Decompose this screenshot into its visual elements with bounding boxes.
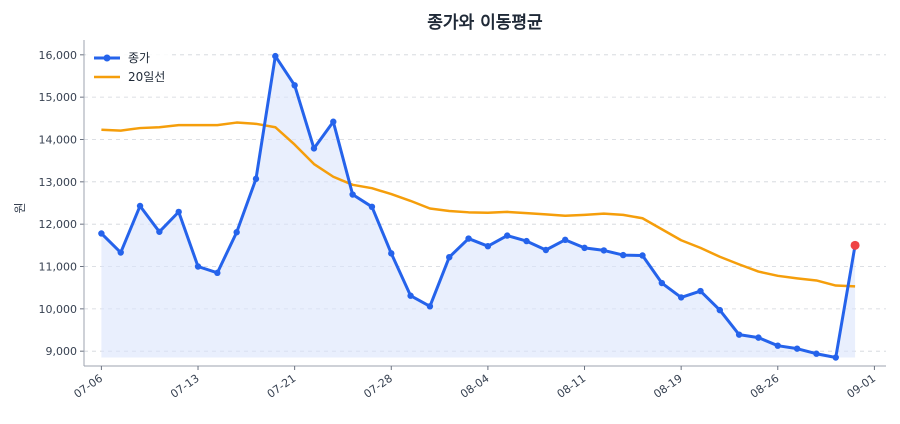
ma20-line — [101, 121, 856, 288]
close-area — [101, 56, 856, 358]
x-tick-label: 07-28 — [361, 372, 395, 401]
close-point — [600, 247, 608, 254]
close-point — [272, 52, 279, 60]
close-point — [194, 263, 202, 270]
close-point — [832, 354, 839, 361]
close-point — [639, 252, 646, 259]
close-point — [677, 294, 685, 301]
close-point — [310, 145, 318, 152]
close-point — [465, 235, 472, 242]
close-point — [813, 350, 820, 357]
close-point — [774, 342, 781, 349]
y-tick-label: 11,000 — [39, 261, 78, 274]
series-lines — [100, 54, 857, 360]
x-tick-label: 09-01 — [844, 372, 878, 401]
close-point — [136, 202, 144, 210]
x-tick-label: 07-21 — [265, 372, 299, 401]
close-point — [523, 237, 530, 245]
close-line — [100, 54, 857, 360]
close-point — [793, 345, 801, 352]
close-point — [98, 230, 105, 237]
close-point — [484, 242, 492, 250]
x-tick-label: 08-26 — [748, 372, 782, 401]
close-area-fill — [101, 56, 856, 358]
close-point — [542, 246, 550, 254]
close-point — [562, 236, 569, 244]
x-tick-label: 08-11 — [555, 372, 589, 401]
close-point — [214, 269, 221, 277]
close-point — [175, 208, 182, 216]
close-point — [291, 82, 298, 89]
y-tick-label: 10,000 — [39, 303, 78, 316]
close-point — [349, 191, 356, 198]
y-tick-label: 14,000 — [39, 133, 78, 146]
close-point — [735, 331, 743, 338]
close-point — [619, 251, 627, 259]
y-tick-label: 16,000 — [39, 49, 78, 62]
x-tick-label: 08-19 — [651, 372, 685, 401]
close-point — [233, 229, 240, 236]
legend-label-close: 종가 — [128, 51, 150, 65]
close-point — [330, 118, 337, 125]
x-tick-label: 07-13 — [168, 372, 202, 401]
x-tick-label: 07-06 — [71, 372, 105, 401]
close-point — [368, 203, 376, 211]
close-point — [117, 249, 124, 256]
close-point — [755, 334, 762, 341]
y-tick-label: 9,000 — [46, 345, 78, 358]
x-tick-label: 08-04 — [458, 372, 492, 401]
series-markers — [98, 52, 860, 361]
close-point — [407, 292, 414, 299]
y-tick-label: 13,000 — [39, 176, 78, 189]
close-last-point — [850, 240, 860, 250]
y-tick-label: 15,000 — [39, 91, 78, 104]
legend: 종가 20일선 — [86, 44, 168, 88]
close-point — [388, 250, 395, 257]
close-point — [252, 175, 260, 183]
axes — [80, 40, 886, 370]
close-point — [504, 232, 511, 239]
legend-marker-close — [103, 54, 111, 62]
close-point — [697, 287, 704, 295]
y-tick-label: 12,000 — [39, 218, 78, 231]
close-point — [581, 244, 588, 252]
close-point — [658, 279, 666, 287]
legend-label-ma20: 20일선 — [128, 70, 165, 84]
close-point — [426, 303, 434, 310]
close-point — [716, 306, 724, 314]
y-axis-label: 원 — [13, 202, 27, 213]
chart-title: 종가와 이동평균 — [427, 13, 543, 33]
close-point — [446, 253, 453, 261]
close-point — [156, 228, 163, 235]
